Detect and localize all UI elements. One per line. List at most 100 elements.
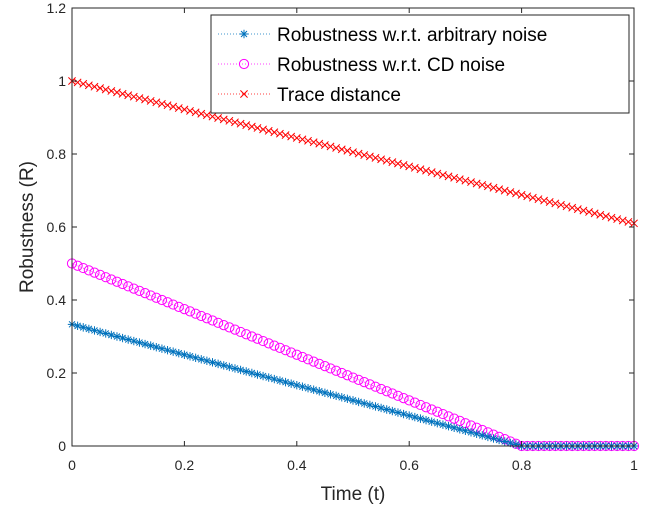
data-point (478, 431, 487, 440)
data-point (235, 326, 246, 338)
data-point (416, 414, 425, 423)
data-point (253, 370, 262, 379)
data-point (409, 397, 420, 408)
data-point (388, 406, 397, 416)
y-tick-label: 0 (58, 438, 66, 454)
data-point (500, 437, 509, 446)
data-point (371, 402, 380, 411)
data-point (184, 306, 196, 317)
data-point (489, 434, 498, 443)
data-point (241, 329, 252, 340)
data-point (156, 294, 168, 306)
series-3 (68, 77, 638, 228)
data-point (443, 411, 454, 422)
legend: Robustness w.r.t. arbitrary noise Robustn… (210, 14, 630, 114)
data-point (134, 285, 145, 296)
y-tick-label: 0.4 (47, 292, 67, 308)
data-point (494, 435, 504, 445)
data-point (444, 422, 453, 431)
data-point (399, 409, 408, 419)
data-point (124, 335, 133, 344)
data-point (326, 390, 335, 399)
data-point (191, 353, 200, 362)
data-point (252, 333, 263, 344)
data-point (274, 342, 286, 354)
data-point (95, 327, 105, 337)
data-point (315, 387, 324, 396)
x-axis-label: Time (t) (321, 484, 386, 505)
data-point (264, 373, 273, 382)
data-point (461, 426, 470, 435)
data-point (185, 352, 195, 361)
data-point (360, 399, 369, 408)
data-point (123, 281, 134, 292)
data-point (83, 265, 94, 276)
data-point (291, 349, 302, 360)
data-point (146, 341, 155, 350)
data-point (319, 361, 330, 372)
x-tick-label: 0 (68, 457, 76, 473)
data-point (207, 315, 218, 326)
x-tick-label: 0.6 (399, 457, 419, 473)
data-point (218, 319, 229, 331)
data-point (263, 338, 274, 349)
data-point (196, 310, 207, 322)
data-point (297, 351, 308, 363)
series-line (71, 263, 634, 447)
data-point (213, 317, 224, 328)
data-point (376, 383, 387, 395)
data-point (168, 347, 178, 356)
data-point (89, 267, 100, 278)
data-point (303, 384, 313, 393)
data-point (392, 390, 404, 401)
data-point (286, 379, 296, 388)
data-point (73, 321, 82, 331)
data-point (364, 379, 375, 390)
y-tick-label: 0.2 (47, 365, 67, 381)
data-point (118, 333, 127, 343)
data-point (354, 397, 363, 407)
data-point (438, 420, 448, 429)
legend-item-3: Trace distance (218, 85, 401, 106)
data-point (426, 404, 437, 415)
data-point (309, 385, 318, 394)
data-point (162, 297, 173, 308)
data-point (437, 408, 449, 420)
data-point (404, 395, 415, 406)
legend-item-1: Robustness w.r.t. arbitrary noise (218, 25, 547, 46)
data-point (117, 278, 128, 290)
data-point (348, 396, 358, 405)
legend-marker (239, 29, 249, 39)
data-point (359, 377, 370, 388)
data-point (269, 340, 280, 351)
data-point (242, 367, 251, 376)
legend-label: Robustness w.r.t. arbitrary noise (277, 25, 547, 46)
data-point (298, 382, 307, 391)
data-point (107, 330, 116, 340)
data-point (247, 368, 257, 378)
data-point (337, 393, 346, 402)
data-point (246, 331, 257, 342)
data-point (302, 354, 314, 365)
data-point (281, 377, 290, 387)
data-point (292, 380, 301, 390)
data-point (511, 440, 521, 449)
data-point (483, 432, 493, 442)
data-point (201, 313, 212, 324)
data-point (449, 413, 460, 424)
data-point (353, 374, 364, 385)
data-point (376, 403, 386, 413)
data-point (314, 358, 325, 369)
data-point (347, 372, 359, 383)
x-tick-label: 0.2 (175, 457, 195, 473)
data-point (370, 381, 381, 392)
ticks-layer: 0 0.2 0.4 0.6 0.8 1 0 0.2 0.4 0.6 0.8 1 1.2 (47, 0, 639, 473)
data-point (78, 262, 89, 274)
data-point (258, 371, 268, 381)
data-point (202, 356, 212, 366)
data-point (280, 345, 291, 356)
data-point (257, 335, 269, 347)
data-point (343, 394, 352, 404)
legend-label: Trace distance (277, 85, 401, 106)
y-tick-label: 0.8 (47, 146, 67, 162)
